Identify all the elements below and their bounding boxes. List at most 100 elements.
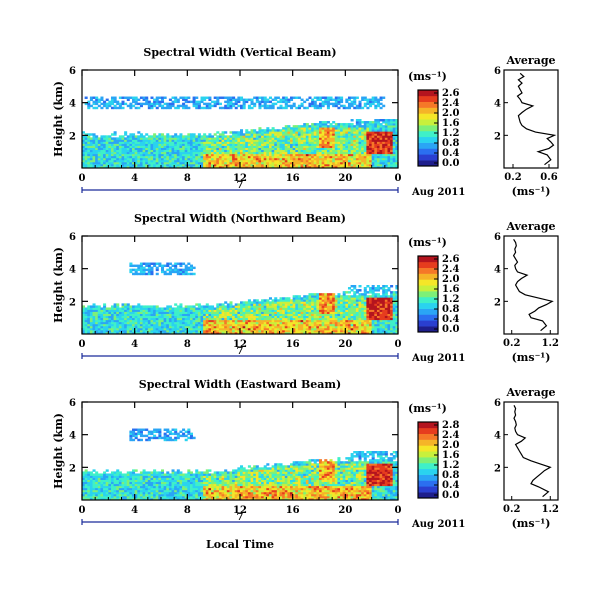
heatmap-cell bbox=[305, 323, 309, 327]
heatmap-cell bbox=[103, 145, 107, 148]
heatmap-cell bbox=[182, 98, 186, 102]
heatmap-cell bbox=[247, 301, 251, 304]
heatmap-cell bbox=[276, 157, 280, 161]
heatmap-cell bbox=[179, 165, 183, 169]
heatmap-cell bbox=[300, 329, 304, 333]
heatmap-cell bbox=[326, 147, 330, 151]
heatmap-cell bbox=[182, 165, 186, 169]
heatmap-cell bbox=[166, 106, 170, 110]
heatmap-cell bbox=[384, 319, 388, 323]
heatmap-cell bbox=[205, 163, 209, 167]
heatmap-cell bbox=[82, 317, 86, 321]
heatmap-cell bbox=[290, 165, 294, 169]
heatmap-cell bbox=[276, 131, 280, 134]
heatmap-cell bbox=[129, 155, 133, 159]
heatmap-cell bbox=[174, 153, 178, 157]
heatmap-cell bbox=[121, 321, 125, 325]
heatmap-cell bbox=[92, 100, 96, 104]
heatmap-cell bbox=[87, 321, 91, 325]
heatmap-cell bbox=[350, 159, 354, 163]
heatmap-cell bbox=[166, 143, 170, 146]
heatmap-cell bbox=[155, 153, 159, 157]
heatmap-cell bbox=[329, 331, 333, 335]
heatmap-cell bbox=[182, 137, 186, 140]
heatmap-cell bbox=[189, 325, 193, 329]
heatmap-cell bbox=[213, 321, 217, 325]
heatmap-cell bbox=[361, 127, 365, 130]
heatmap-cell bbox=[345, 301, 349, 304]
heatmap-cell bbox=[226, 303, 230, 306]
heatmap-cell bbox=[179, 145, 183, 148]
heatmap-cell bbox=[340, 147, 344, 151]
heatmap-cell bbox=[305, 159, 309, 163]
heatmap-cell bbox=[129, 106, 133, 110]
heatmap-cell bbox=[200, 319, 204, 323]
heatmap-cell bbox=[345, 309, 349, 312]
heatmap-cell bbox=[232, 104, 236, 108]
heatmap-cell bbox=[329, 307, 333, 310]
heatmap-cell bbox=[218, 311, 222, 314]
heatmap-cell bbox=[229, 161, 233, 165]
heatmap-cell bbox=[179, 317, 183, 321]
heatmap-cell bbox=[382, 315, 386, 319]
heatmap-cell bbox=[203, 153, 207, 157]
heatmap-cell bbox=[155, 319, 159, 323]
heatmap-cell bbox=[261, 161, 265, 165]
heatmap-cell bbox=[342, 325, 346, 329]
heatmap-cell bbox=[300, 163, 304, 167]
heatmap-cell bbox=[247, 147, 251, 151]
heatmap-cell bbox=[361, 121, 365, 124]
heatmap-cell bbox=[316, 303, 320, 306]
heatmap-cell bbox=[379, 331, 383, 335]
heatmap-cell bbox=[110, 137, 114, 140]
heatmap-cell bbox=[166, 329, 170, 333]
heatmap-cell bbox=[139, 319, 143, 323]
heatmap-cell bbox=[379, 303, 383, 306]
heatmap-cell bbox=[279, 147, 283, 151]
heatmap-cell bbox=[282, 319, 286, 323]
heatmap-cell bbox=[282, 313, 286, 317]
heatmap-cell bbox=[369, 155, 373, 159]
heatmap-cell bbox=[211, 309, 215, 312]
heatmap-cell bbox=[218, 305, 222, 308]
heatmap-cell bbox=[395, 159, 399, 163]
heatmap-cell bbox=[353, 165, 357, 169]
panel-title: Spectral Width (Northward Beam) bbox=[134, 212, 346, 225]
heatmap-cell bbox=[345, 133, 349, 136]
heatmap-cell bbox=[113, 137, 117, 140]
heatmap-cell bbox=[129, 139, 133, 142]
heatmap-cell bbox=[376, 98, 380, 102]
heatmap-cell bbox=[240, 157, 244, 161]
heatmap-cell bbox=[145, 153, 149, 157]
heatmap-cell bbox=[276, 133, 280, 136]
heatmap-cell bbox=[218, 147, 222, 151]
heatmap-cell bbox=[366, 313, 370, 317]
heatmap-cell bbox=[311, 100, 315, 104]
heatmap-cell bbox=[347, 147, 351, 151]
heatmap-cell bbox=[355, 317, 359, 321]
heatmap-cell bbox=[250, 153, 254, 157]
heatmap-cell bbox=[300, 309, 304, 312]
heatmap-cell bbox=[253, 317, 257, 321]
heatmap-cell bbox=[276, 145, 280, 148]
heatmap-cell bbox=[326, 301, 330, 304]
heatmap-cell bbox=[113, 151, 117, 155]
heatmap-cell bbox=[355, 289, 359, 292]
heatmap-cell bbox=[213, 159, 217, 163]
heatmap-cell bbox=[218, 139, 222, 142]
heatmap-cell bbox=[274, 147, 278, 151]
heatmap-cell bbox=[255, 96, 259, 99]
heatmap-cell bbox=[300, 127, 304, 130]
heatmap-cell bbox=[263, 327, 267, 331]
heatmap-cell bbox=[290, 98, 294, 102]
heatmap-cell bbox=[137, 147, 141, 151]
heatmap-cell bbox=[147, 313, 151, 317]
heatmap-cell bbox=[95, 98, 99, 102]
heatmap-cell bbox=[232, 131, 236, 134]
heatmap-cell bbox=[305, 135, 309, 138]
heatmap-cell bbox=[316, 96, 320, 99]
heatmap-cell bbox=[184, 151, 188, 155]
heatmap-cell bbox=[189, 329, 193, 333]
heatmap-cell bbox=[245, 135, 249, 138]
heatmap-cell bbox=[321, 149, 325, 153]
